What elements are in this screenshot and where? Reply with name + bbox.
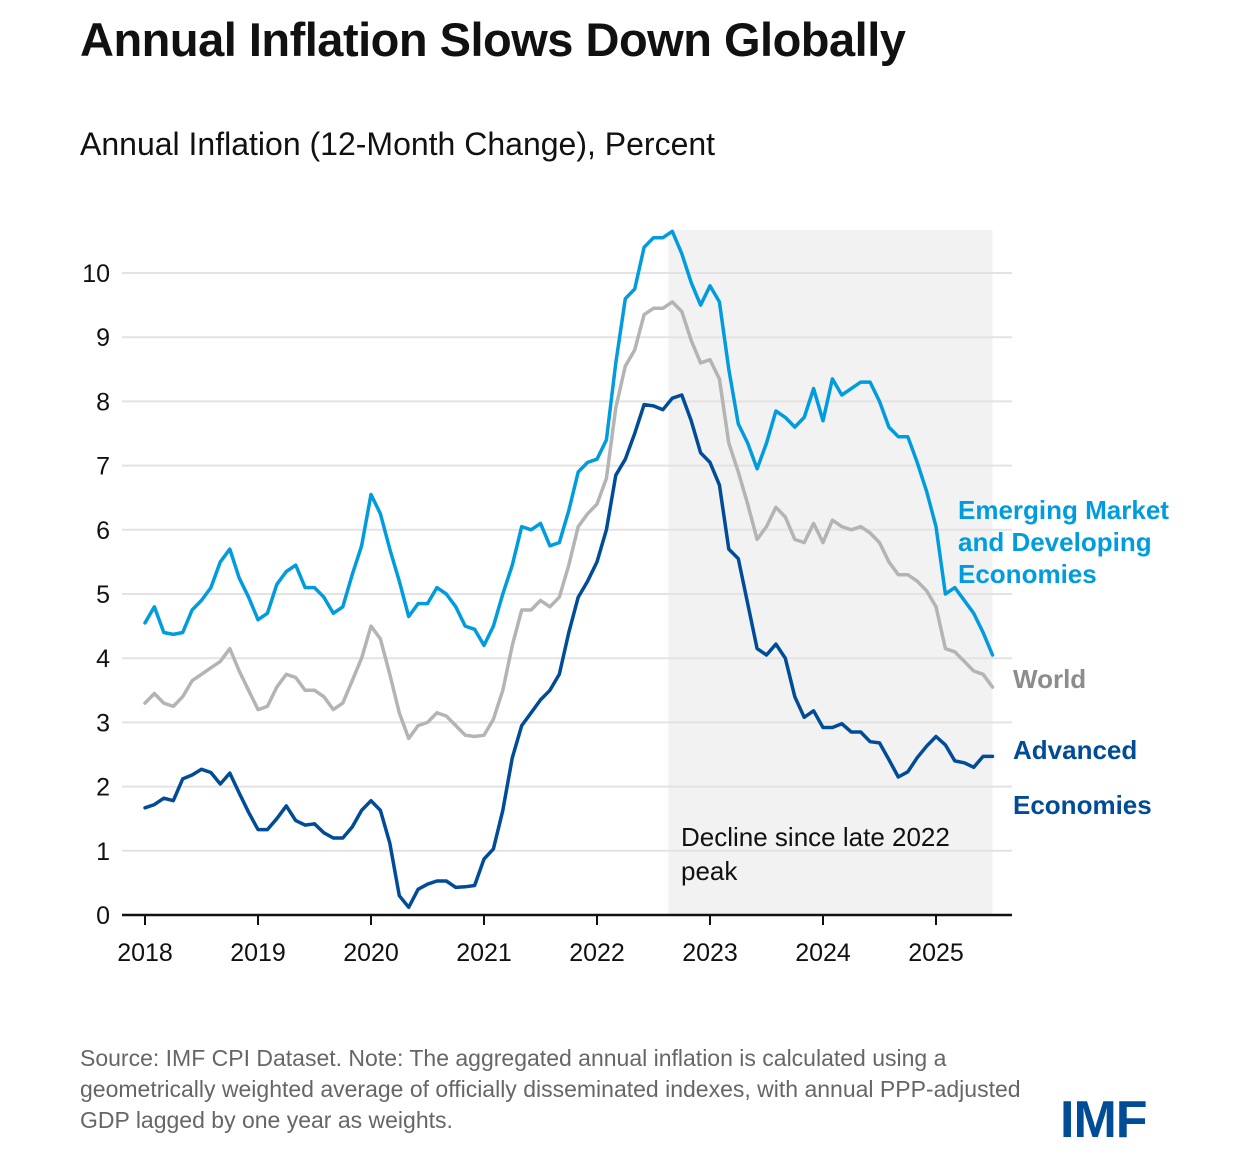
y-tick-label: 6 [96, 517, 110, 545]
chart-title: Annual Inflation Slows Down Globally [80, 13, 906, 66]
series-label-line: Emerging Market [958, 495, 1169, 525]
series-label-line: and Developing [958, 527, 1152, 557]
series-label-emde: Emerging Market and Developing Economies [958, 494, 1169, 590]
x-tick-label: 2022 [569, 939, 625, 967]
x-tick-label: 2021 [456, 939, 512, 967]
y-tick-label: 3 [96, 709, 110, 737]
y-tick-label: 2 [96, 774, 110, 802]
source-note: Source: IMF CPI Dataset. Note: The aggre… [80, 1045, 1021, 1133]
y-tick-label: 7 [96, 453, 110, 481]
series-line-advanced-economies [143, 393, 995, 910]
series-label-world: World [1013, 663, 1086, 695]
x-tick-label: 2019 [230, 939, 286, 967]
series-label-line: World [1013, 664, 1087, 694]
series-line-emerging-market-and-developing-economies [143, 229, 995, 657]
series-label-line: Advanced [1013, 735, 1138, 765]
y-tick-label: 5 [96, 581, 110, 609]
imf-logo: IMF [1060, 1091, 1148, 1149]
shaded-region-annotation: Decline since late 2022 peak [681, 822, 950, 886]
series-label-advanced: Advanced Economies [1013, 734, 1152, 818]
x-tick-label: 2020 [343, 939, 399, 967]
y-tick-label: 1 [96, 838, 110, 866]
y-tick-label: 4 [96, 645, 110, 673]
x-tick-label: 2024 [795, 939, 851, 967]
y-tick-label: 8 [96, 388, 110, 416]
y-tick-label: 10 [82, 260, 110, 288]
series-label-line: Economies [1013, 790, 1152, 820]
x-tick-label: 2025 [908, 939, 964, 967]
y-tick-label: 9 [96, 324, 110, 352]
x-tick-label: 2018 [117, 939, 173, 967]
series-line-world [143, 300, 995, 741]
y-tick-label: 0 [96, 902, 110, 930]
series-label-line: Economies [958, 559, 1097, 589]
x-tick-label: 2023 [682, 939, 738, 967]
chart-subtitle: Annual Inflation (12-Month Change), Perc… [80, 126, 716, 162]
shaded-region [668, 230, 993, 915]
